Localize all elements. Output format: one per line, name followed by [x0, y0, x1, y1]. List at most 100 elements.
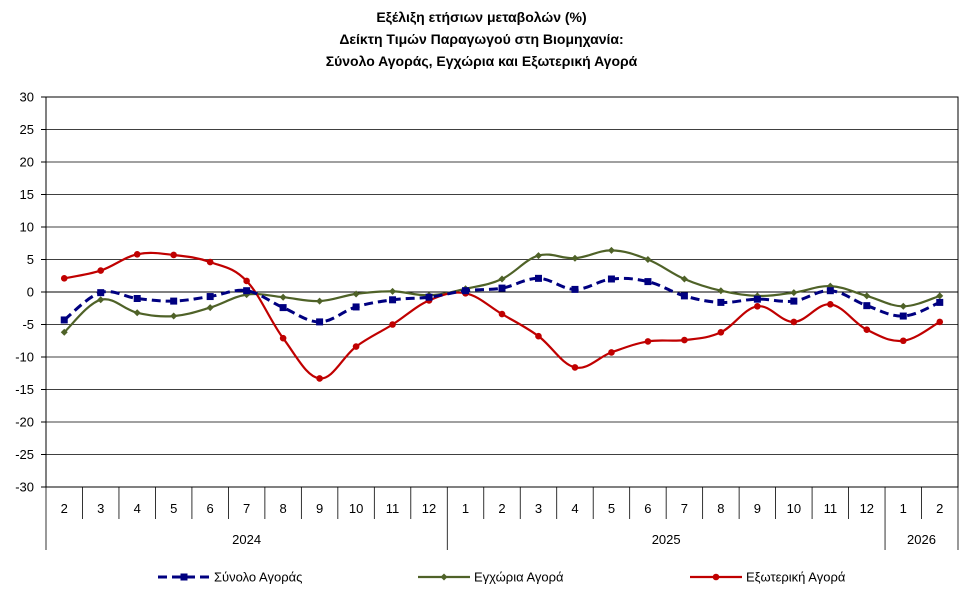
y-tick-label: -15 [15, 382, 34, 397]
data-point [316, 297, 324, 305]
data-point [571, 254, 579, 262]
x-tick-label: 2 [61, 501, 68, 516]
y-tick-label: -10 [15, 350, 34, 365]
year-label: 2026 [907, 532, 936, 547]
x-tick-label: 8 [280, 501, 287, 516]
data-point [936, 298, 944, 306]
x-tick-label: 6 [644, 501, 651, 516]
data-point [534, 252, 542, 260]
data-point [754, 303, 761, 310]
data-point [899, 312, 907, 320]
data-point [863, 302, 871, 310]
data-point [316, 318, 324, 326]
x-tick-label: 12 [422, 501, 436, 516]
y-tick-label: 5 [27, 252, 34, 267]
x-tick-label: 2 [498, 501, 505, 516]
data-point [498, 284, 506, 292]
chart-title-line-3: Σύνολο Αγοράς, Εγχώρια και Εξωτερική Αγο… [325, 53, 638, 69]
y-tick-label: -5 [22, 317, 34, 332]
legend-marker [180, 573, 188, 581]
legend-label: Σύνολο Αγοράς [214, 570, 302, 585]
data-point [279, 304, 287, 312]
data-point [680, 275, 688, 283]
data-point [790, 297, 798, 305]
data-point [352, 343, 360, 350]
data-point [790, 289, 798, 297]
chart-title-line-2: Δείκτη Τιμών Παραγωγού στη Βιομηχανία: [339, 31, 624, 47]
y-tick-label: 30 [20, 90, 34, 105]
chart-title-line-1: Εξέλιξη ετήσιων μεταβολών (%) [376, 9, 587, 25]
data-point [717, 329, 725, 336]
x-tick-label: 10 [349, 501, 363, 516]
data-point [607, 275, 615, 283]
legend-label: Εξωτερική Αγορά [746, 570, 846, 585]
data-point [681, 336, 688, 344]
data-point [279, 293, 287, 301]
data-point [243, 287, 251, 295]
x-tick-label: 5 [608, 501, 615, 516]
data-point [206, 293, 214, 301]
x-tick-label: 4 [571, 501, 578, 516]
y-tick-label: -25 [15, 447, 34, 462]
x-tick-label: 7 [243, 501, 250, 516]
data-point [571, 364, 579, 371]
data-point [60, 328, 68, 336]
data-point [717, 287, 725, 295]
data-point [133, 251, 141, 258]
data-point [753, 295, 761, 303]
x-tick-label: 3 [535, 501, 542, 516]
y-tick-label: -20 [15, 415, 34, 430]
data-point [899, 337, 907, 345]
data-point [97, 296, 105, 304]
x-tick-label: 12 [860, 501, 874, 516]
x-tick-label: 3 [97, 501, 104, 516]
data-point [571, 285, 579, 293]
data-point [279, 334, 287, 342]
x-tick-label: 9 [316, 501, 323, 516]
data-point [827, 301, 834, 308]
data-point [607, 246, 615, 254]
data-point [826, 287, 834, 295]
data-point [60, 275, 68, 282]
x-tick-label: 4 [134, 501, 141, 516]
year-label: 2024 [232, 532, 261, 547]
x-tick-label: 9 [754, 501, 761, 516]
x-tick-label: 7 [681, 501, 688, 516]
data-point [790, 318, 798, 326]
data-point [316, 375, 323, 382]
year-label: 2025 [652, 532, 681, 547]
data-point [133, 295, 141, 302]
data-point [352, 303, 360, 311]
data-point [534, 274, 542, 282]
data-point [717, 298, 725, 306]
data-point [498, 275, 506, 283]
x-tick-label: 1 [462, 501, 469, 516]
data-point [644, 256, 652, 263]
data-point [535, 332, 542, 340]
x-tick-label: 5 [170, 501, 177, 516]
data-point [462, 287, 470, 295]
data-point [352, 290, 360, 298]
data-point [389, 321, 396, 328]
legend-marker [712, 573, 720, 581]
x-tick-label: 8 [717, 501, 724, 516]
y-tick-label: -30 [15, 480, 34, 495]
data-point [498, 310, 506, 318]
data-point [863, 326, 871, 334]
data-point [644, 338, 652, 345]
data-point [97, 289, 105, 297]
x-tick-label: 11 [824, 501, 838, 516]
x-tick-label: 11 [386, 501, 400, 516]
data-point [608, 349, 615, 356]
x-tick-label: 1 [900, 501, 907, 516]
y-tick-label: 0 [27, 285, 34, 300]
data-point [644, 278, 652, 286]
chart-title: Εξέλιξη ετήσιων μεταβολών (%) Δείκτη Τιμ… [0, 6, 963, 72]
legend-marker [440, 573, 448, 581]
data-point [170, 297, 178, 305]
x-tick-label: 2 [936, 501, 943, 516]
legend-label: Εγχώρια Αγορά [474, 570, 564, 585]
x-tick-label: 6 [207, 501, 214, 516]
